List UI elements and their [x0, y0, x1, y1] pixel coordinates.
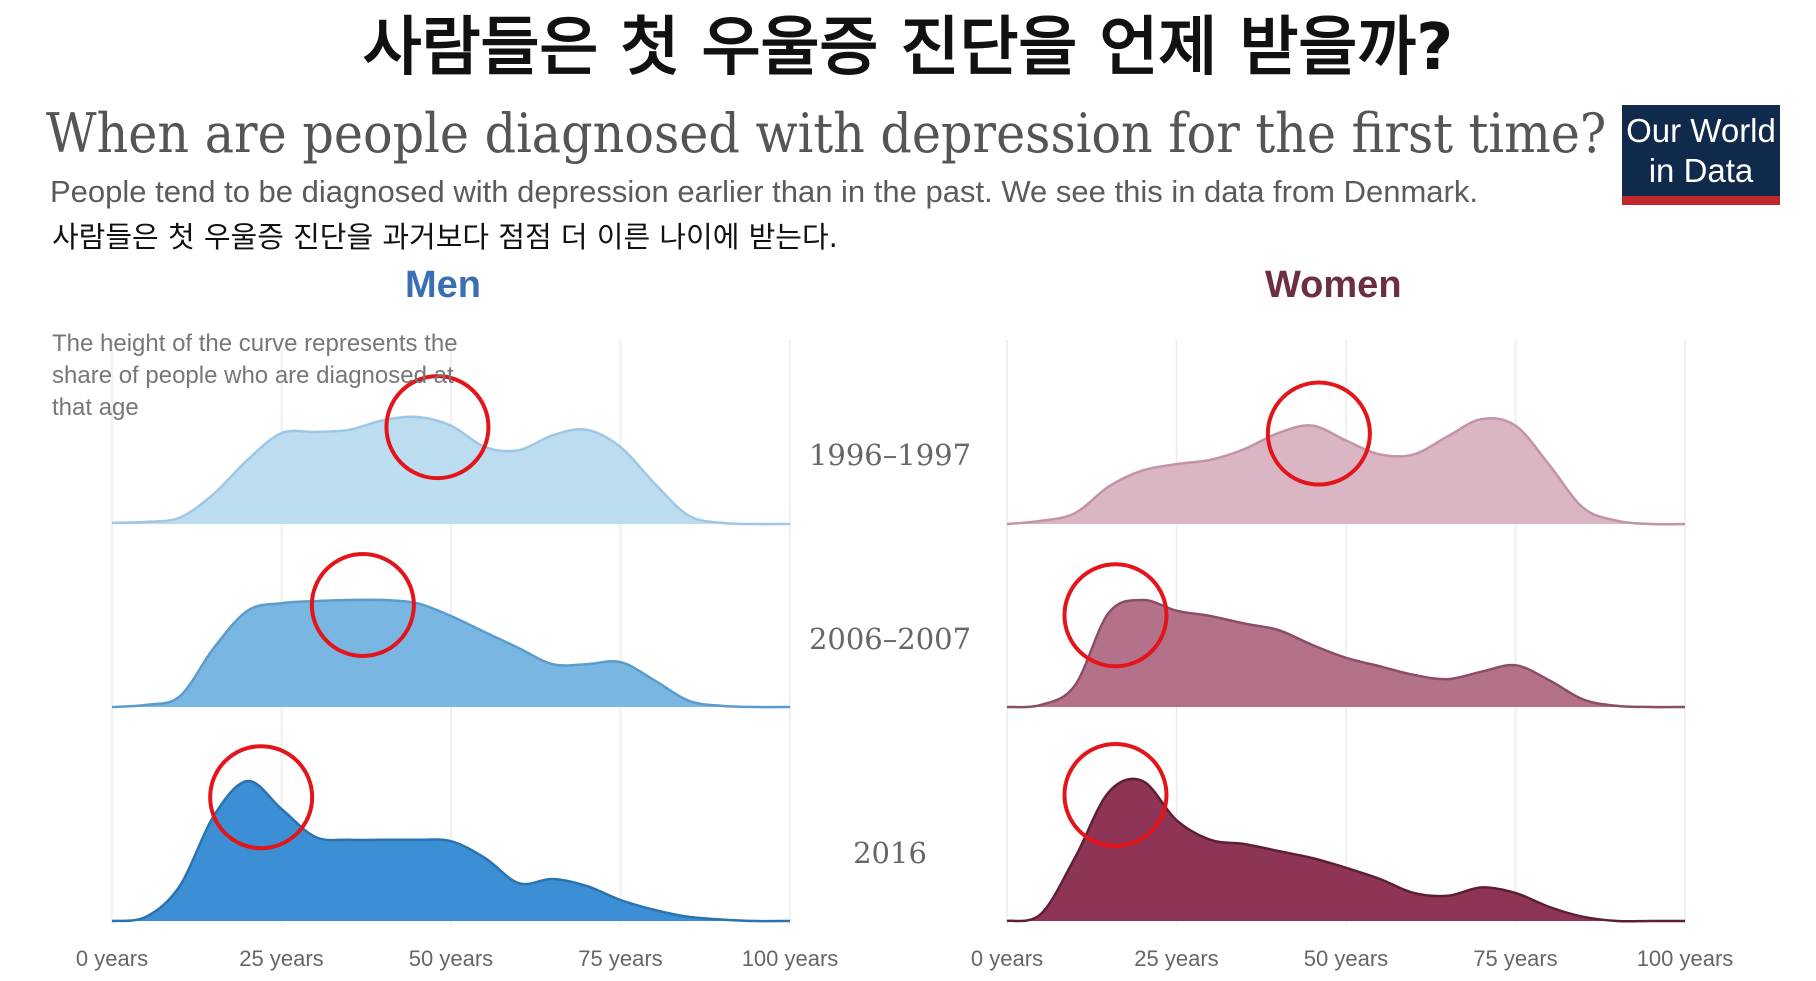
chart-title: When are people diagnosed with depressio… — [46, 102, 1607, 165]
line-women-2006-2007 — [1006, 598, 1686, 709]
area-women-1996-1997 — [1007, 418, 1685, 525]
highlight-circle-men-2006-2007 — [309, 552, 416, 658]
x-tick-men-0: 0 years — [76, 946, 148, 971]
logo-line-1: Our World — [1626, 112, 1776, 149]
line-women-2016 — [1006, 777, 1685, 923]
x-tick-men-75: 75 years — [578, 946, 662, 971]
highlight-circle-men-1996-1997 — [384, 374, 491, 481]
area-men-2016 — [112, 780, 790, 922]
line-women-1996-1997 — [1006, 417, 1686, 526]
x-tick-men-25: 25 years — [239, 946, 323, 971]
x-tick-women-75: 75 years — [1473, 946, 1557, 971]
line-men-2016 — [111, 779, 791, 923]
highlight-circle-women-2016 — [1062, 741, 1169, 848]
area-men-1996-1997 — [112, 416, 790, 525]
area-women-2006-2007 — [1007, 599, 1685, 708]
chart-subtitle: People tend to be diagnosed with depress… — [50, 174, 1478, 209]
curve-height-annotation: The height of the curve represents the s… — [52, 330, 458, 421]
area-women-2016 — [1007, 778, 1685, 922]
period-label-2006: 2006–2007 — [808, 622, 972, 656]
area-men-2006-2007 — [112, 599, 790, 708]
line-men-1996-1997 — [111, 415, 791, 526]
logo-line-2: in Data — [1648, 152, 1754, 189]
men-panel-title: Men — [405, 264, 481, 306]
korean-title: 사람들은 첫 우울증 진단을 언제 받을까? — [362, 11, 1454, 85]
women-panel-title: Women — [1265, 264, 1402, 306]
x-tick-women-25: 25 years — [1134, 946, 1218, 971]
x-tick-women-100: 100 years — [1637, 946, 1734, 971]
line-men-2006-2007 — [111, 598, 791, 709]
korean-subtitle: 사람들은 첫 우울증 진단을 과거보다 점점 더 이른 나이에 받는다. — [52, 220, 838, 254]
period-label-1996: 1996–1997 — [808, 438, 972, 472]
x-tick-men-100: 100 years — [742, 946, 839, 971]
highlight-circle-women-2006-2007 — [1062, 562, 1169, 669]
x-tick-women-50: 50 years — [1304, 946, 1388, 971]
x-tick-men-50: 50 years — [409, 946, 493, 971]
owid-logo[interactable]: Our World in Data — [1622, 105, 1780, 205]
x-tick-women-0: 0 years — [971, 946, 1043, 971]
highlight-circle-women-1996-1997 — [1265, 380, 1372, 487]
highlight-circle-men-2016 — [208, 744, 315, 851]
period-label-2016: 2016 — [853, 836, 927, 870]
